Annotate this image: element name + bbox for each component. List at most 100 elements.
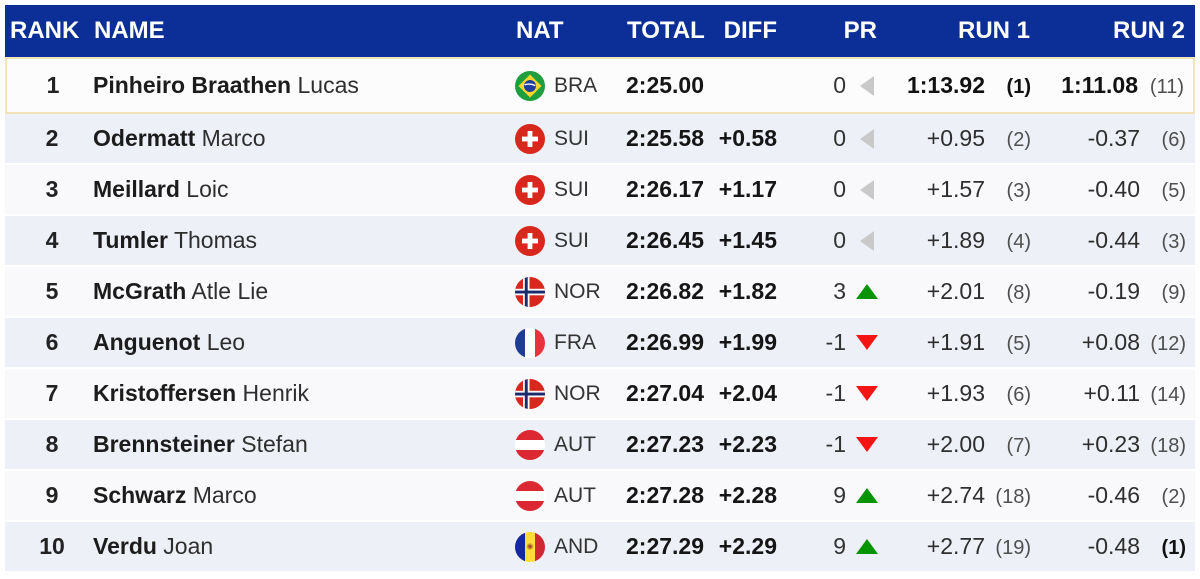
green-up-triangle-icon (856, 539, 878, 554)
flag-bra-icon (515, 70, 545, 101)
run2-cell: -0.44 (3) (1035, 227, 1190, 254)
run1-cell: +1.91 (5) (883, 329, 1035, 356)
run2-rank: (18) (1150, 435, 1186, 457)
col-header-run2: RUN 2 (1112, 17, 1185, 44)
col-header-diff: DIFF (723, 17, 777, 44)
table-row[interactable]: 1 Pinheiro Braathen Lucas BRA 2:25.00 0 1:13.… (5, 57, 1195, 114)
nation-code: AUT (554, 483, 596, 507)
run2-cell: +0.11 (14) (1035, 380, 1190, 407)
table-row[interactable]: 10 Verdu Joan AND 2:27.29 +2.29 9 +2.77 (19) -0.… (5, 522, 1195, 573)
run2-rank: (6) (1161, 129, 1186, 151)
flag-fra-icon (515, 327, 545, 358)
athlete-name: Verdu Joan (93, 533, 515, 560)
total-time: 2:25.00 (626, 72, 705, 98)
family-name: Brennsteiner (93, 431, 235, 457)
position-change-down-icon (855, 335, 879, 350)
given-name: Leo (200, 329, 246, 355)
athlete-name: Kristoffersen Henrik (93, 380, 515, 407)
table-row[interactable]: 4 Tumler Thomas SUI 2:26.45 +1.45 0 +1.89 (4) -0… (5, 216, 1195, 267)
position-change-same-icon (855, 230, 879, 251)
given-name: Henrik (236, 380, 310, 406)
position-change-cell: 0 (779, 227, 883, 254)
position-change-cell: -1 (779, 329, 883, 356)
table-row[interactable]: 3 Meillard Loic SUI 2:26.17 +1.17 0 +1.57 (3) -0… (5, 165, 1195, 216)
diff-time: +2.23 (718, 431, 777, 457)
run1-rank: (18) (995, 486, 1031, 508)
nation-code: SUI (554, 177, 590, 201)
diff-time: +1.45 (718, 227, 777, 253)
run1-time: +1.57 (926, 176, 985, 202)
position-change-down-icon (855, 437, 879, 452)
col-header-name: NAME (94, 17, 165, 44)
athlete-name: Meillard Loic (93, 176, 515, 203)
flag-nor-icon (515, 378, 545, 409)
flag-aut-icon (515, 480, 545, 511)
run2-time: +0.11 (1083, 380, 1141, 406)
nation-code: FRA (554, 330, 596, 354)
gray-left-triangle-icon (860, 75, 874, 96)
run2-cell: -0.40 (5) (1035, 176, 1190, 203)
red-down-triangle-icon (856, 386, 878, 401)
run1-time: +2.00 (926, 431, 985, 457)
position-change-same-icon (855, 128, 879, 149)
run1-cell: +0.95 (2) (883, 125, 1035, 152)
position-change-cell: 9 (779, 482, 883, 509)
run1-rank: (8) (1006, 282, 1031, 304)
position-change-value: 0 (833, 125, 846, 151)
flag-sui-icon (515, 174, 545, 205)
table-row[interactable]: 2 Odermatt Marco SUI 2:25.58 +0.58 0 +0.95 (2) -… (5, 114, 1195, 165)
run2-rank: (3) (1161, 231, 1186, 253)
total-time: 2:27.23 (626, 431, 705, 457)
table-row[interactable]: 9 Schwarz Marco AUT 2:27.28 +2.28 9 +2.74 (18) -… (5, 471, 1195, 522)
position-change-same-icon (855, 75, 879, 96)
family-name: Tumler (93, 227, 168, 253)
gray-left-triangle-icon (860, 128, 874, 149)
position-change-value: -1 (825, 329, 846, 355)
table-row[interactable]: 5 McGrath Atle Lie NOR 2:26.82 +1.82 3 +2.01 (8… (5, 267, 1195, 318)
nation-code: NOR (554, 381, 601, 405)
nation-code: NOR (554, 279, 601, 303)
position-change-up-icon (855, 488, 879, 503)
rank-cell: 9 (45, 482, 59, 508)
position-change-value: 3 (833, 278, 846, 304)
given-name: Lucas (291, 72, 359, 98)
run2-rank: (1) (1161, 537, 1186, 559)
run2-cell: +0.08 (12) (1035, 329, 1190, 356)
nation-cell: AND (515, 531, 625, 562)
table-row[interactable]: 7 Kristoffersen Henrik NOR 2:27.04 +2.04 -1 +1… (5, 369, 1195, 420)
nation-cell: BRA (515, 70, 625, 101)
athlete-name: Schwarz Marco (93, 482, 515, 509)
nation-cell: NOR (515, 378, 625, 409)
family-name: Schwarz (93, 482, 187, 508)
run2-rank: (12) (1150, 333, 1186, 355)
table-row[interactable]: 6 Anguenot Leo FRA 2:26.99 +1.99 -1 +1.91 (5) +0… (5, 318, 1195, 369)
red-down-triangle-icon (856, 335, 878, 350)
given-name: Marco (186, 482, 257, 508)
run1-rank: (2) (1006, 129, 1031, 151)
table-row[interactable]: 8 Brennsteiner Stefan AUT 2:27.23 +2.23 -1 +2.… (5, 420, 1195, 471)
given-name: Stefan (234, 431, 308, 457)
position-change-value: -1 (825, 431, 846, 457)
run1-cell: +2.77 (19) (883, 533, 1035, 560)
run1-time: +1.91 (926, 329, 985, 355)
position-change-cell: -1 (779, 380, 883, 407)
family-name: Pinheiro Braathen (93, 72, 292, 98)
athlete-name: Brennsteiner Stefan (93, 431, 515, 458)
family-name: Odermatt (93, 125, 196, 151)
position-change-value: 0 (833, 72, 846, 98)
run1-cell: +1.57 (3) (883, 176, 1035, 203)
athlete-name: McGrath Atle Lie (93, 278, 515, 305)
run1-time: +2.74 (926, 482, 985, 508)
run1-time: +2.77 (926, 533, 985, 559)
run2-rank: (14) (1150, 384, 1186, 406)
run1-rank: (6) (1006, 384, 1031, 406)
position-change-cell: 0 (779, 125, 883, 152)
rank-cell: 6 (45, 329, 59, 355)
run1-time: +1.89 (926, 227, 985, 253)
run2-time: +0.08 (1081, 329, 1140, 355)
nation-code: SUI (554, 126, 590, 150)
family-name: Kristoffersen (93, 380, 237, 406)
flag-sui-icon (515, 123, 545, 154)
run2-cell: -0.46 (2) (1035, 482, 1190, 509)
nation-cell: NOR (515, 276, 625, 307)
